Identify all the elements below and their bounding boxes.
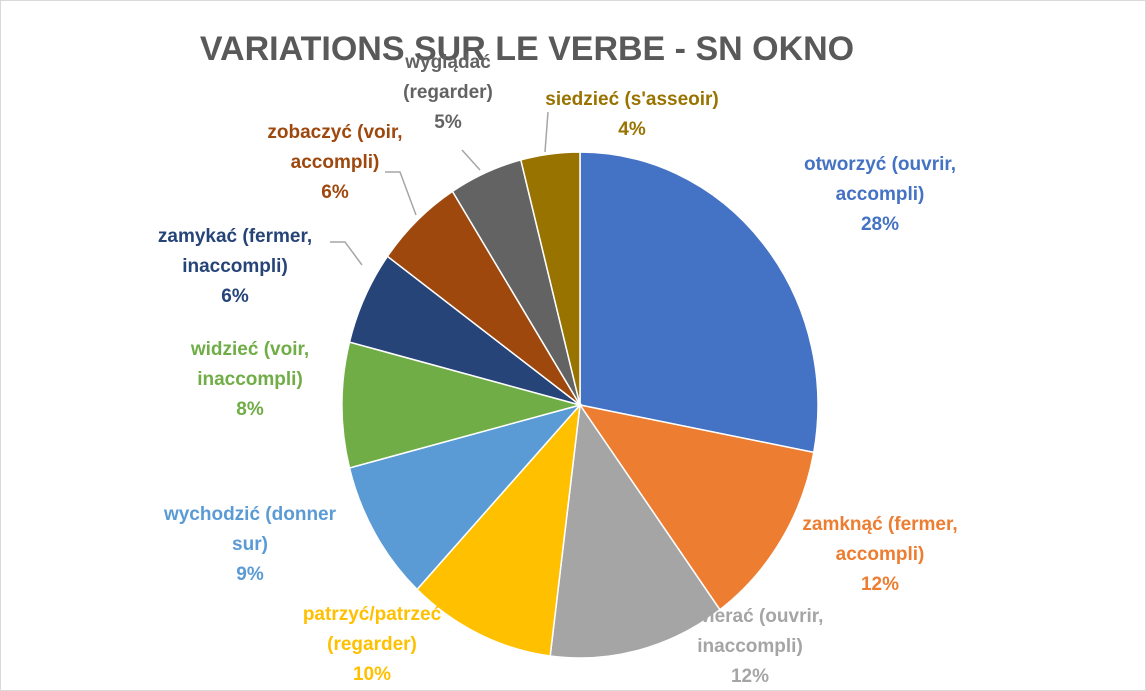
- label-category: siedzieć (s'asseoir): [545, 89, 719, 110]
- data-label: wyglądać (regarder) 5%: [383, 48, 513, 138]
- data-label: siedzieć (s'asseoir) 4%: [502, 85, 762, 145]
- label-percent: 12%: [730, 666, 770, 687]
- label-category: wychodzić (donner sur): [163, 504, 337, 555]
- label-percent: 6%: [321, 182, 349, 203]
- label-percent: 9%: [236, 564, 264, 585]
- label-percent: 8%: [236, 399, 264, 420]
- leader-lines: [330, 111, 549, 266]
- label-category: zobaczyć (voir, accompli): [267, 122, 403, 173]
- pie-slice: [549, 402, 721, 659]
- label-percent: 4%: [618, 119, 646, 140]
- label-category: zamknąć (fermer, accompli): [802, 514, 958, 565]
- pie-slice: [416, 402, 582, 657]
- data-label: widzieć (voir, inaccompli) 8%: [150, 335, 350, 425]
- pie-slice: [341, 341, 583, 469]
- pie-slice: [348, 403, 583, 591]
- leader-line: [385, 171, 417, 216]
- label-percent: 6%: [221, 286, 249, 307]
- chart-title: VARIATIONS SUR LE VERBE - SN OKNO: [199, 30, 855, 68]
- data-label: patrzyć/patrzeć (regarder) 10%: [272, 600, 472, 690]
- pie: [341, 151, 819, 659]
- label-category: wyglądać (regarder): [403, 52, 493, 103]
- data-label: otwierać (ouvrir, inaccompli) 12%: [650, 602, 850, 691]
- label-category: zamykać (fermer, inaccompli): [157, 226, 313, 277]
- label-category: otworzyć (ouvrir, accompli): [803, 154, 957, 205]
- data-label: zamknąć (fermer, accompli) 12%: [780, 510, 980, 600]
- data-label: otworzyć (ouvrir, accompli) 28%: [780, 150, 980, 240]
- data-label: zamykać (fermer, inaccompli) 6%: [135, 222, 335, 312]
- leader-line: [461, 149, 481, 171]
- label-category: otwierać (ouvrir, inaccompli): [676, 606, 824, 657]
- data-label: wychodzić (donner sur) 9%: [150, 500, 350, 590]
- label-percent: 10%: [352, 664, 392, 685]
- pie-slice: [578, 403, 815, 611]
- label-category: patrzyć/patrzeć (regarder): [302, 604, 442, 655]
- label-percent: 28%: [860, 214, 900, 235]
- label-percent: 5%: [434, 112, 462, 133]
- leader-line: [330, 241, 363, 266]
- data-label: zobaczyć (voir, accompli) 6%: [250, 118, 420, 208]
- label-category: widzieć (voir, inaccompli): [190, 339, 310, 390]
- pie-slice: [519, 151, 581, 406]
- label-percent: 12%: [860, 574, 900, 595]
- pie-slice: [579, 151, 819, 454]
- leader-line: [544, 111, 549, 153]
